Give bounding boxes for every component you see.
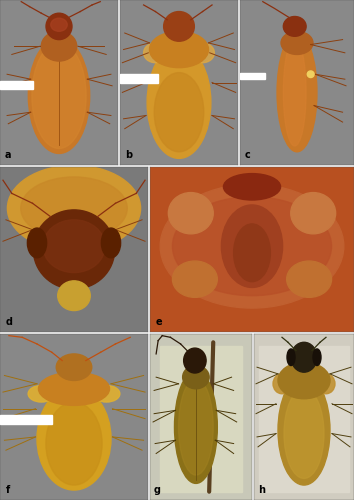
Ellipse shape: [37, 387, 111, 490]
Ellipse shape: [147, 46, 211, 158]
Ellipse shape: [307, 71, 314, 78]
Ellipse shape: [41, 32, 77, 61]
Ellipse shape: [223, 174, 281, 200]
Ellipse shape: [183, 366, 209, 389]
Ellipse shape: [58, 281, 90, 310]
Ellipse shape: [27, 228, 47, 258]
Text: f: f: [6, 485, 10, 495]
Text: e: e: [156, 317, 163, 327]
Ellipse shape: [284, 389, 324, 478]
Text: g: g: [154, 485, 161, 495]
Ellipse shape: [101, 228, 121, 258]
Ellipse shape: [283, 16, 306, 36]
Bar: [0, 81, 33, 89]
Text: b: b: [125, 150, 132, 160]
Ellipse shape: [281, 32, 313, 54]
Ellipse shape: [51, 18, 67, 32]
Bar: [240, 72, 265, 79]
Ellipse shape: [184, 348, 206, 373]
Ellipse shape: [28, 38, 90, 154]
Ellipse shape: [144, 43, 167, 62]
Ellipse shape: [39, 372, 109, 406]
Ellipse shape: [283, 39, 306, 146]
Ellipse shape: [172, 261, 217, 298]
Ellipse shape: [149, 32, 209, 68]
Ellipse shape: [278, 362, 330, 399]
Ellipse shape: [93, 386, 120, 402]
Ellipse shape: [172, 196, 332, 296]
Ellipse shape: [313, 349, 321, 366]
Ellipse shape: [278, 376, 330, 485]
Ellipse shape: [46, 402, 102, 485]
Ellipse shape: [33, 210, 115, 289]
Bar: [0, 416, 52, 424]
Ellipse shape: [317, 374, 335, 394]
Text: a: a: [5, 150, 11, 160]
Ellipse shape: [273, 374, 291, 394]
Ellipse shape: [154, 72, 204, 152]
Text: c: c: [245, 150, 250, 160]
Ellipse shape: [291, 342, 317, 372]
Text: d: d: [6, 317, 13, 327]
Ellipse shape: [160, 184, 344, 308]
Text: h: h: [258, 485, 265, 495]
Ellipse shape: [291, 192, 336, 234]
Ellipse shape: [287, 261, 332, 298]
Ellipse shape: [191, 43, 215, 62]
Bar: [120, 74, 158, 82]
Ellipse shape: [221, 205, 282, 288]
Ellipse shape: [43, 220, 105, 272]
Ellipse shape: [175, 370, 217, 484]
Ellipse shape: [164, 12, 194, 42]
Ellipse shape: [28, 386, 55, 402]
Ellipse shape: [169, 192, 213, 234]
Ellipse shape: [287, 349, 295, 366]
Bar: [259, 346, 349, 492]
Bar: [160, 346, 242, 492]
Ellipse shape: [56, 354, 92, 380]
Ellipse shape: [7, 166, 141, 251]
Ellipse shape: [234, 224, 270, 281]
Ellipse shape: [277, 33, 317, 152]
Ellipse shape: [32, 43, 86, 148]
Ellipse shape: [178, 379, 213, 475]
Ellipse shape: [21, 177, 127, 240]
Ellipse shape: [46, 13, 72, 40]
